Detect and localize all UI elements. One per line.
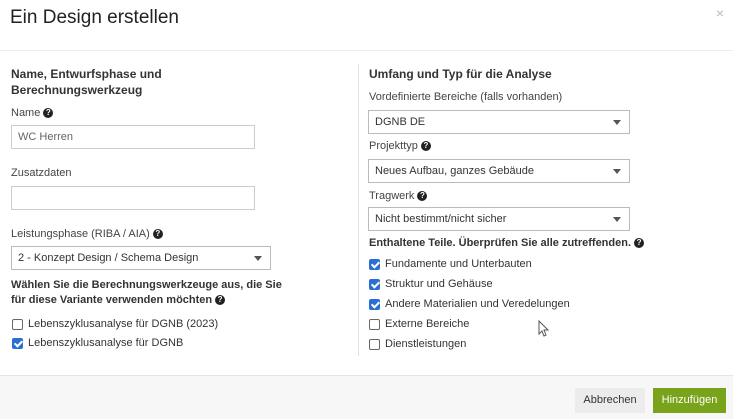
structure-label: Tragwerk?	[369, 190, 428, 202]
structure-select[interactable]: Nicht bestimmt/nicht sicher	[368, 207, 630, 231]
checkbox-checked[interactable]	[369, 298, 380, 310]
checkbox-checked[interactable]	[12, 337, 23, 349]
checkbox-label: Andere Materialien und Veredelungen	[385, 298, 570, 310]
dialog-title: Ein Design erstellen	[10, 7, 179, 28]
part-checkbox-0[interactable]: Fundamente und Unterbauten	[369, 258, 532, 270]
checkbox-checked[interactable]	[369, 258, 380, 270]
phase-select-value: 2 - Konzept Design / Schema Design	[18, 252, 199, 264]
help-icon[interactable]: ?	[634, 238, 645, 249]
chevron-down-icon	[254, 256, 262, 261]
structure-value: Nicht bestimmt/nicht sicher	[375, 213, 507, 225]
regions-label: Vordefinierte Bereiche (falls vorhanden)	[369, 91, 563, 103]
checkbox-label: Lebenszyklusanalyse für DGNB (2023)	[28, 318, 219, 330]
part-checkbox-4[interactable]: Dienstleistungen	[369, 338, 466, 350]
help-icon[interactable]: ?	[43, 108, 54, 119]
column-divider	[358, 64, 359, 356]
parts-prompt-text: Enthaltene Teile. Überprüfen Sie alle zu…	[369, 237, 632, 249]
header-divider	[0, 50, 733, 51]
checkbox[interactable]	[369, 338, 380, 350]
extra-data-input[interactable]	[11, 186, 255, 210]
part-checkbox-3[interactable]: Externe Bereiche	[369, 318, 469, 330]
phase-label-text: Leistungsphase (RIBA / AIA)	[11, 228, 150, 240]
checkbox-label: Struktur und Gehäuse	[385, 278, 493, 290]
tools-prompt: Wählen Sie die Berechnungswerkzeuge aus,…	[11, 278, 286, 308]
chevron-down-icon	[613, 169, 621, 174]
checkbox[interactable]	[369, 318, 380, 330]
project-type-select[interactable]: Neues Aufbau, ganzes Gebäude	[368, 159, 630, 183]
regions-select[interactable]: DGNB DE	[368, 110, 630, 134]
checkbox-checked[interactable]	[369, 278, 380, 290]
mouse-cursor-icon	[538, 320, 550, 337]
help-icon[interactable]: ?	[417, 191, 428, 202]
chevron-down-icon	[613, 217, 621, 222]
checkbox-label: Externe Bereiche	[385, 318, 470, 330]
help-icon[interactable]: ?	[420, 141, 431, 152]
extra-data-label: Zusatzdaten	[11, 167, 72, 179]
regions-select-value: DGNB DE	[375, 116, 426, 128]
checkbox[interactable]	[12, 318, 23, 330]
project-type-label-text: Projekttyp	[369, 140, 418, 152]
help-icon[interactable]: ?	[215, 295, 226, 306]
tools-prompt-text: Wählen Sie die Berechnungswerkzeuge aus,…	[11, 279, 282, 306]
close-icon[interactable]: ×	[715, 5, 724, 21]
tool-checkbox-1[interactable]: Lebenszyklusanalyse für DGNB	[12, 337, 183, 349]
checkbox-label: Lebenszyklusanalyse für DGNB	[28, 337, 184, 349]
help-icon[interactable]: ?	[152, 229, 163, 240]
phase-label: Leistungsphase (RIBA / AIA)?	[11, 228, 163, 240]
phase-select[interactable]: 2 - Konzept Design / Schema Design	[11, 246, 271, 270]
project-type-label: Projekttyp?	[369, 140, 431, 152]
structure-label-text: Tragwerk	[369, 190, 415, 202]
chevron-down-icon	[613, 120, 621, 125]
part-checkbox-2[interactable]: Andere Materialien und Veredelungen	[369, 298, 570, 310]
cancel-button[interactable]: Abbrechen	[575, 388, 645, 413]
right-section-heading: Umfang und Typ für die Analyse	[369, 67, 552, 81]
checkbox-label: Fundamente und Unterbauten	[385, 258, 532, 270]
parts-prompt: Enthaltene Teile. Überprüfen Sie alle zu…	[369, 236, 645, 251]
left-section-heading: Name, Entwurfsphase und Berechnungswerkz…	[11, 67, 162, 97]
name-input[interactable]: WC Herren	[11, 125, 255, 149]
add-button[interactable]: Hinzufügen	[653, 388, 726, 413]
name-label: Name?	[11, 107, 54, 119]
project-type-value: Neues Aufbau, ganzes Gebäude	[375, 165, 535, 177]
part-checkbox-1[interactable]: Struktur und Gehäuse	[369, 278, 493, 290]
tool-checkbox-0[interactable]: Lebenszyklusanalyse für DGNB (2023)	[12, 318, 218, 330]
checkbox-label: Dienstleistungen	[385, 338, 467, 350]
name-label-text: Name	[11, 107, 41, 119]
